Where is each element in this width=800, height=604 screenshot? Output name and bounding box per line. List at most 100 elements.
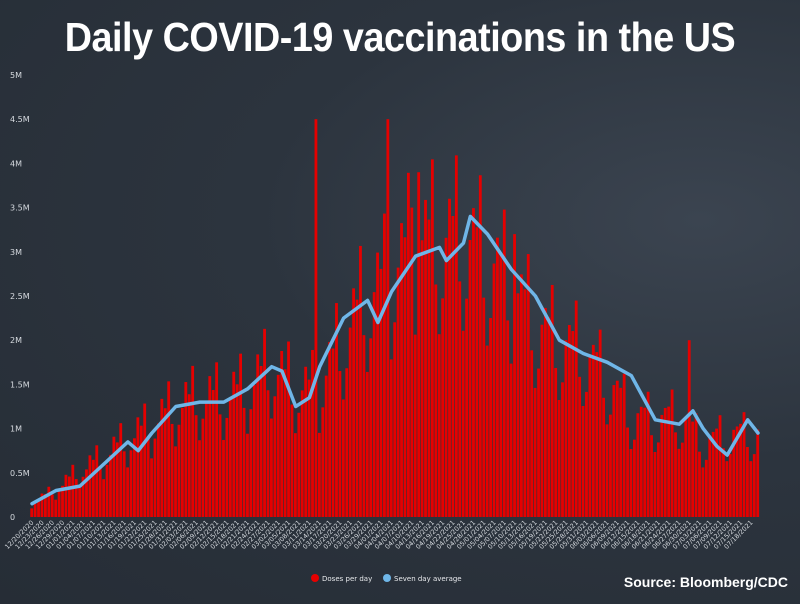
bar <box>653 452 657 517</box>
bar <box>328 341 332 517</box>
bar <box>204 401 208 517</box>
y-axis: 0 0.5M 1M 1.5M 2M 2.5M 3M 3.5M 4M 4.5M 5M <box>10 71 30 522</box>
bar <box>406 172 410 518</box>
bar <box>324 375 328 517</box>
bar <box>496 237 499 517</box>
bar <box>341 399 345 517</box>
bar <box>475 227 479 517</box>
bar <box>33 503 37 517</box>
average-line <box>30 214 760 506</box>
bar <box>533 387 537 517</box>
bar <box>331 348 335 517</box>
bar <box>338 371 342 517</box>
bar <box>650 435 653 517</box>
x-axis: 12/20/202012/23/202012/26/202012/29/2020… <box>3 519 754 551</box>
bar <box>454 155 458 517</box>
bar <box>215 362 219 517</box>
bar <box>270 418 273 517</box>
bar <box>105 464 109 517</box>
bar <box>567 324 571 517</box>
bar <box>629 448 633 517</box>
bar <box>256 354 260 517</box>
bar <box>444 237 448 518</box>
bar <box>136 417 140 517</box>
bar <box>167 381 171 517</box>
bar <box>259 365 263 517</box>
bar <box>626 427 629 517</box>
bar <box>376 252 379 517</box>
bar <box>687 340 691 517</box>
bar <box>636 413 640 517</box>
bar <box>228 398 232 517</box>
bar <box>194 415 198 517</box>
bar <box>396 267 400 517</box>
bar <box>694 413 698 517</box>
bar <box>578 376 582 517</box>
bar <box>588 354 592 517</box>
bar <box>585 391 588 517</box>
bar <box>222 439 225 517</box>
bar <box>482 297 486 517</box>
bar <box>43 493 47 517</box>
bar <box>752 454 756 517</box>
bar <box>602 397 605 517</box>
bar <box>451 216 455 517</box>
bar <box>667 406 671 517</box>
bar <box>554 367 558 517</box>
bar <box>424 199 427 517</box>
bar <box>95 445 99 517</box>
bar <box>756 429 760 517</box>
bar <box>109 454 112 517</box>
bar <box>365 371 369 517</box>
bar <box>461 330 465 517</box>
bar <box>163 408 167 517</box>
bar <box>523 289 527 517</box>
bar <box>417 172 421 518</box>
bar <box>735 426 739 517</box>
bar <box>646 391 650 517</box>
bar <box>633 439 636 517</box>
bar <box>64 474 68 517</box>
bar <box>684 419 688 517</box>
bar <box>211 389 215 517</box>
bar <box>639 406 643 517</box>
bar <box>725 461 729 517</box>
bar <box>506 320 510 517</box>
y-tick-label: 4.5M <box>10 115 30 124</box>
bar <box>670 389 674 517</box>
bar <box>656 442 660 517</box>
bar <box>67 476 71 517</box>
bar <box>478 175 482 517</box>
bar <box>280 350 284 517</box>
bar <box>50 494 54 517</box>
bar <box>400 223 403 517</box>
bar <box>348 327 352 517</box>
bar <box>458 281 462 517</box>
bar <box>150 458 153 517</box>
bar <box>81 476 85 517</box>
bar <box>98 466 102 517</box>
bar <box>718 415 722 517</box>
bar <box>102 479 106 517</box>
bar <box>537 368 540 517</box>
bar <box>129 450 133 517</box>
bar <box>574 300 578 517</box>
bar <box>540 324 544 517</box>
legend-swatch-doses <box>311 574 319 582</box>
y-tick-label: 2M <box>10 336 22 345</box>
bar <box>153 438 157 517</box>
bar <box>715 428 719 517</box>
bar <box>359 245 362 517</box>
bar <box>550 284 554 517</box>
y-tick-label: 5M <box>10 71 22 80</box>
bar <box>379 268 383 517</box>
bar <box>88 455 92 517</box>
bar <box>564 340 568 517</box>
bar <box>40 493 44 517</box>
bar <box>530 350 534 517</box>
bar <box>345 368 349 517</box>
bar <box>389 359 393 517</box>
bar <box>252 384 256 517</box>
bar <box>509 363 513 517</box>
